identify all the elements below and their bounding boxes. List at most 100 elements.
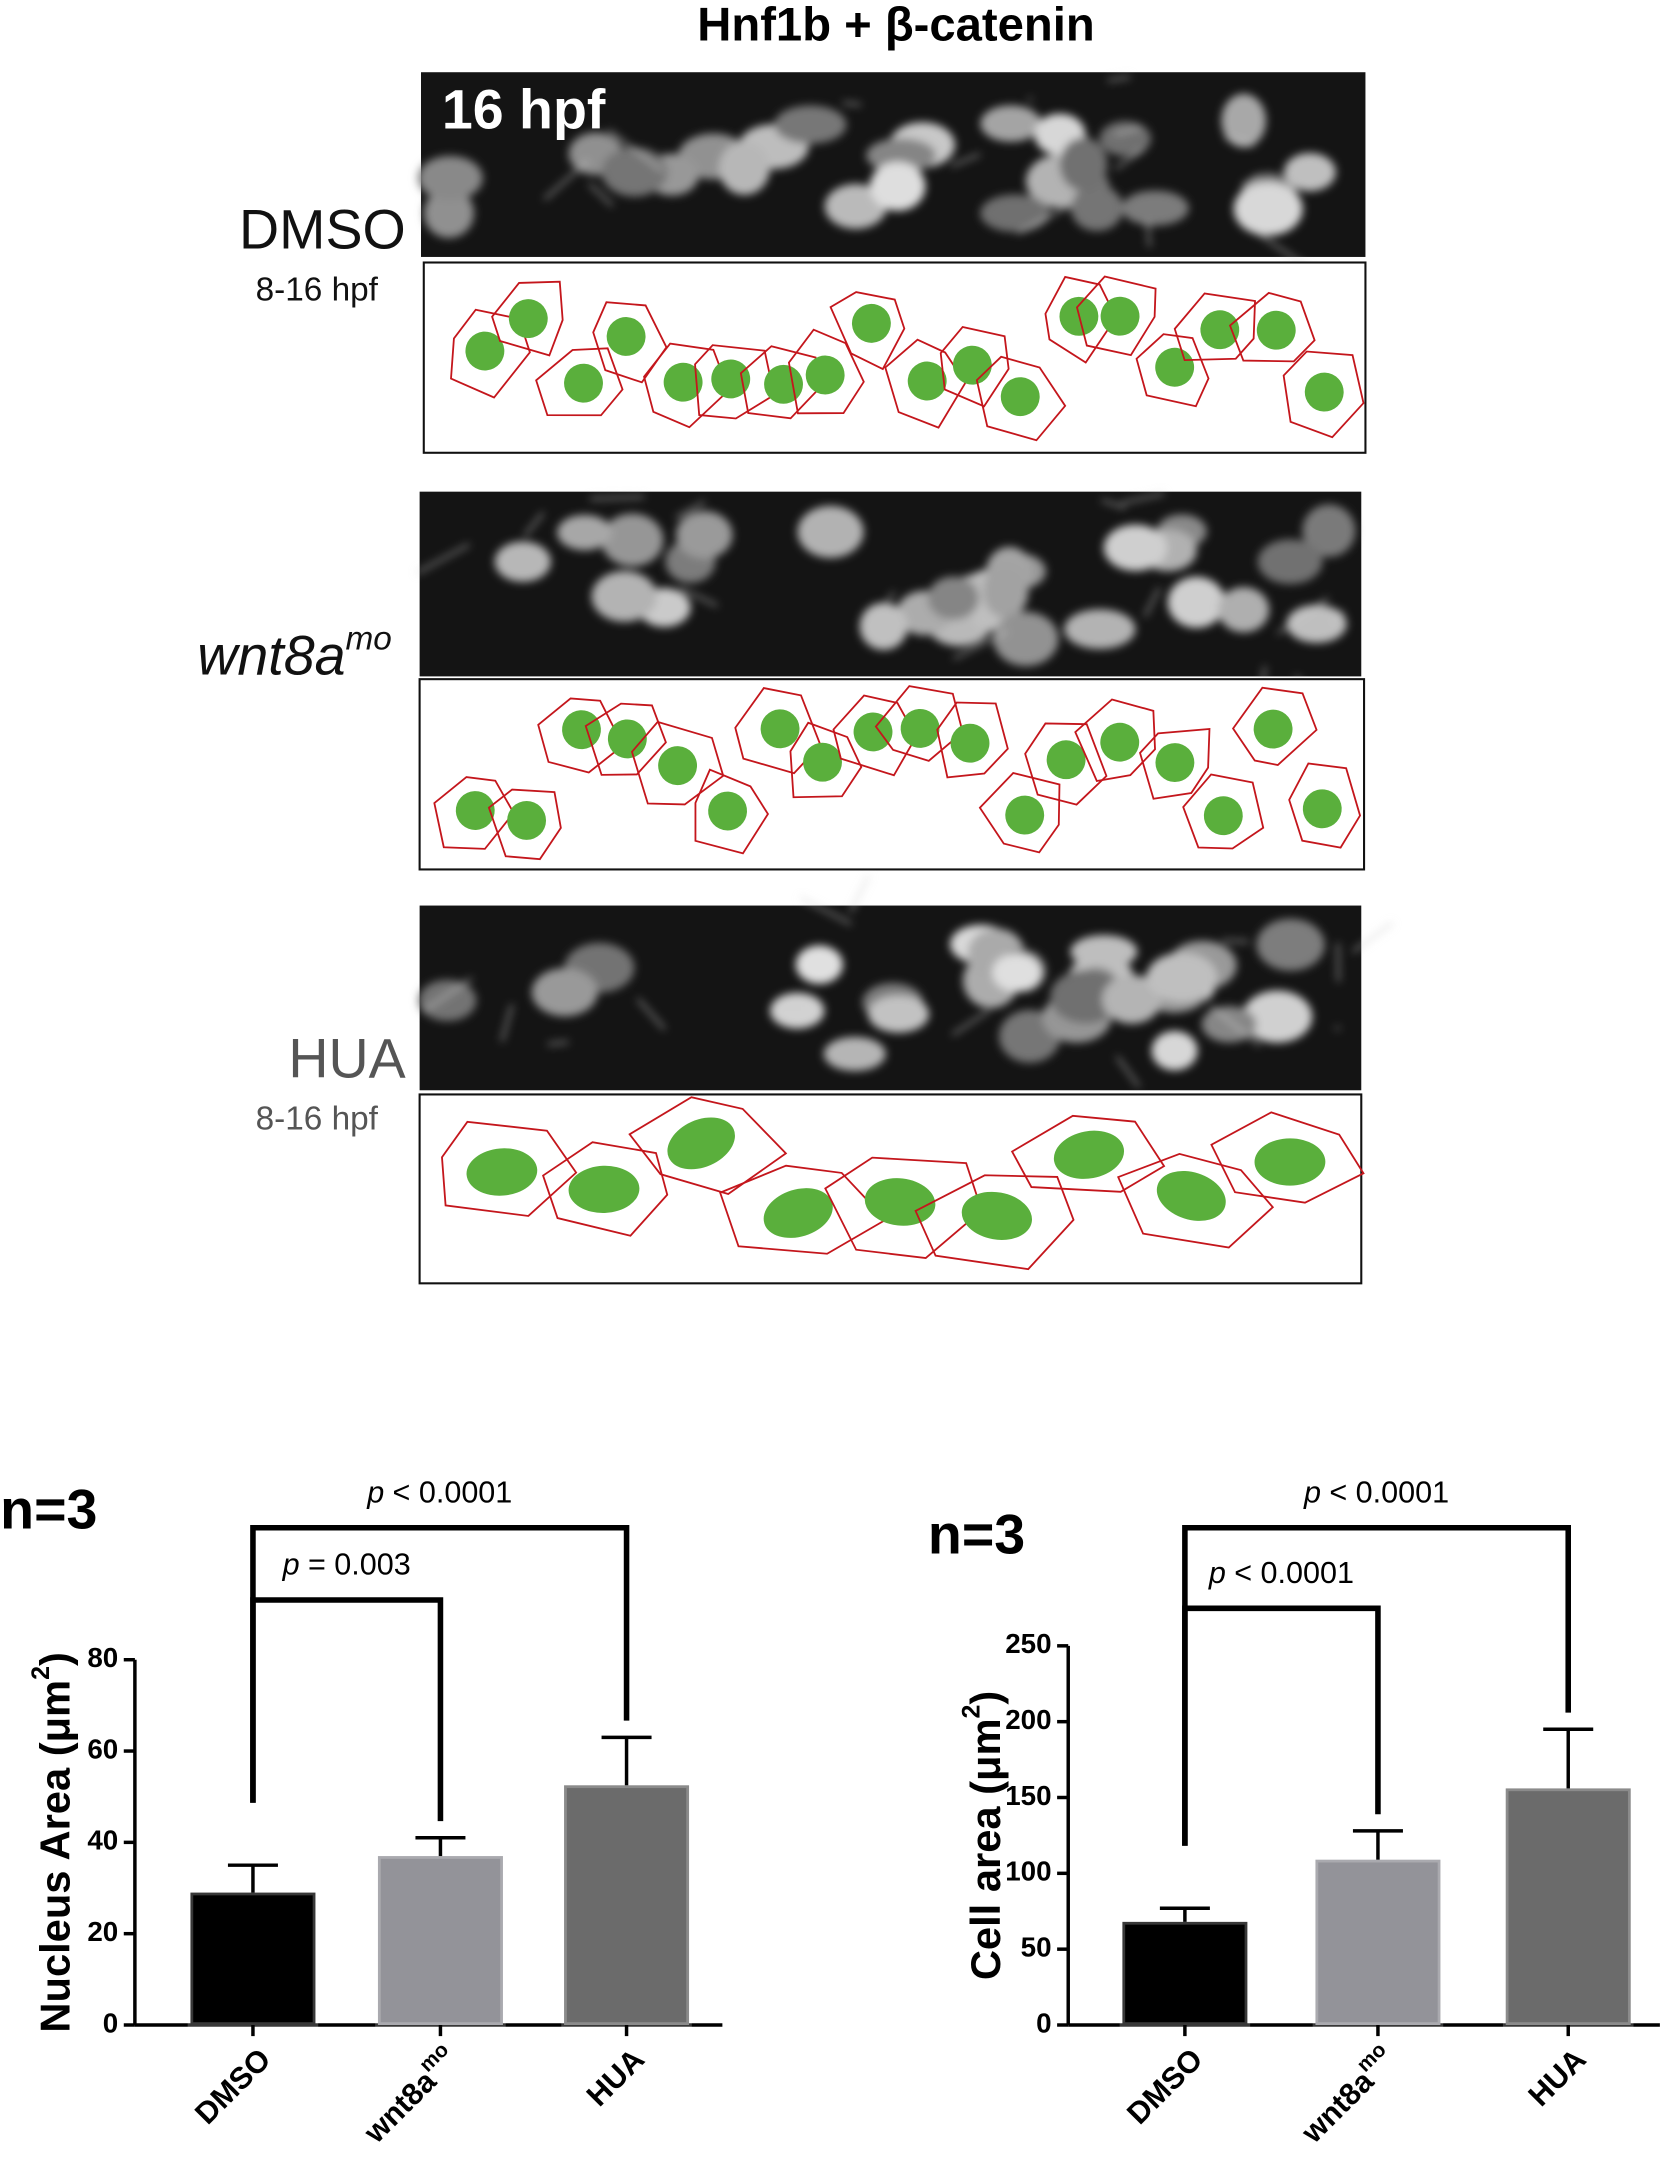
nucleus-outline — [760, 709, 800, 749]
nucleus-outline — [606, 317, 646, 356]
significance-bracket — [1182, 1525, 1571, 1846]
nucleus-image — [980, 194, 1050, 233]
nucleus-outline — [961, 1191, 1032, 1240]
membrane-image — [950, 153, 981, 168]
nucleus-outline — [1203, 796, 1243, 836]
membrane-image — [675, 500, 706, 519]
nucleus-outline — [1005, 795, 1045, 835]
nucleus-image — [718, 141, 770, 195]
y-axis-label-end: ) — [962, 1691, 1009, 1705]
nucleus-outline — [763, 1188, 833, 1238]
nucleus-outline — [907, 361, 947, 401]
cell-outline — [739, 345, 822, 420]
nucleus-outline — [708, 791, 748, 831]
nucleus-image — [1050, 970, 1122, 1024]
panel-label: wnt8amo — [197, 620, 392, 686]
cell-outline — [491, 280, 564, 357]
y-axis-label-text: Cell area (μm — [962, 1718, 1009, 1980]
bar — [187, 1889, 319, 2028]
membrane-image — [1121, 492, 1165, 505]
cell-outline — [936, 701, 1009, 779]
nucleus-outline — [562, 710, 601, 750]
membrane-image — [1331, 610, 1345, 624]
cell-outline — [824, 1156, 983, 1259]
nucleus-outline — [1253, 709, 1293, 749]
nucleus-image — [823, 1036, 886, 1071]
nucleus-outline — [658, 746, 698, 786]
significance-var: p — [1303, 1476, 1321, 1510]
nucleus-image — [417, 155, 483, 201]
cell-outline — [832, 694, 918, 777]
nucleus-image — [1286, 604, 1347, 643]
nucleus-outline — [1155, 743, 1195, 783]
y-tick-label: 80 — [87, 1642, 118, 1673]
membrane-image — [607, 128, 664, 173]
significance-label: p < 0.0001 — [366, 1476, 512, 1510]
cell-outline — [643, 342, 730, 429]
significance-bracket — [250, 1597, 444, 1822]
nucleus-outline — [1100, 296, 1140, 336]
cell-outline — [789, 721, 863, 799]
cell-outline — [787, 328, 865, 415]
panel-label-sup: mo — [346, 620, 392, 657]
nucleus-image — [1256, 918, 1325, 971]
nucleus-outline — [711, 359, 751, 399]
nucleus-image — [1283, 152, 1336, 192]
nucleus-outline — [507, 801, 547, 840]
nucleus-image — [1221, 93, 1266, 148]
panel-label-text: DMSO — [239, 198, 406, 260]
y-tick-label: 200 — [1005, 1704, 1051, 1735]
membrane-image — [1114, 148, 1145, 170]
cell-outline — [975, 355, 1067, 442]
cell-outline — [1228, 291, 1316, 363]
nucleus-image — [774, 105, 847, 144]
cell-outline — [584, 702, 667, 776]
nucleus-image — [1146, 952, 1218, 1002]
cell-outline — [542, 1141, 669, 1237]
y-axis-label-sup: 2 — [26, 1666, 54, 1680]
nucleus-image — [824, 184, 887, 229]
x-tick-label: wnt8amo — [1290, 2038, 1402, 2150]
membrane-image — [951, 1009, 991, 1036]
y-tick-label: 0 — [1036, 2007, 1051, 2038]
nucleus-image — [992, 953, 1042, 992]
bar — [1119, 1919, 1251, 2028]
nucleus-image — [1059, 137, 1108, 192]
nucleus-outline — [1200, 310, 1240, 350]
nucleus-outline — [455, 791, 495, 830]
nucleus-outline — [564, 363, 603, 403]
nucleus-outline — [764, 364, 803, 404]
membrane-image — [1241, 174, 1260, 187]
nucleus-outline — [508, 299, 548, 339]
panel-label-text: HUA — [288, 1027, 405, 1089]
nucleus-image — [993, 611, 1059, 667]
cell-outline — [433, 776, 515, 850]
membrane-image — [1143, 587, 1161, 618]
time-label: 16 hpf — [442, 79, 606, 141]
cell-outline — [694, 344, 776, 420]
y-tick-label: 150 — [1005, 1780, 1051, 1811]
significance-label: p < 0.0001 — [1303, 1476, 1449, 1510]
membrane-image — [1107, 75, 1131, 82]
nucleus-image — [980, 105, 1042, 142]
nucleus-image — [1070, 935, 1138, 969]
x-tick-label: wnt8amo — [353, 2038, 465, 2150]
figure-title: Hnf1b + β-catenin — [697, 0, 1094, 51]
nucleus-image — [494, 541, 551, 582]
y-axis-label-end: ) — [32, 1652, 79, 1666]
nucleus-image — [531, 968, 598, 1017]
significance-text: = 0.003 — [308, 1548, 411, 1582]
y-tick-label: 250 — [1005, 1628, 1051, 1659]
cell-outline — [884, 338, 967, 429]
bar — [1312, 1856, 1444, 2028]
cell-outline — [719, 1164, 888, 1255]
micrograph-texture — [418, 875, 1394, 1088]
x-tick-label-text: wnt8a — [357, 2064, 444, 2151]
cell-outline — [874, 685, 964, 762]
micrograph-texture — [416, 492, 1356, 696]
significance-var: p — [366, 1476, 384, 1510]
significance-text: < 0.0001 — [1234, 1556, 1354, 1590]
y-tick-label: 50 — [1021, 1931, 1052, 1962]
